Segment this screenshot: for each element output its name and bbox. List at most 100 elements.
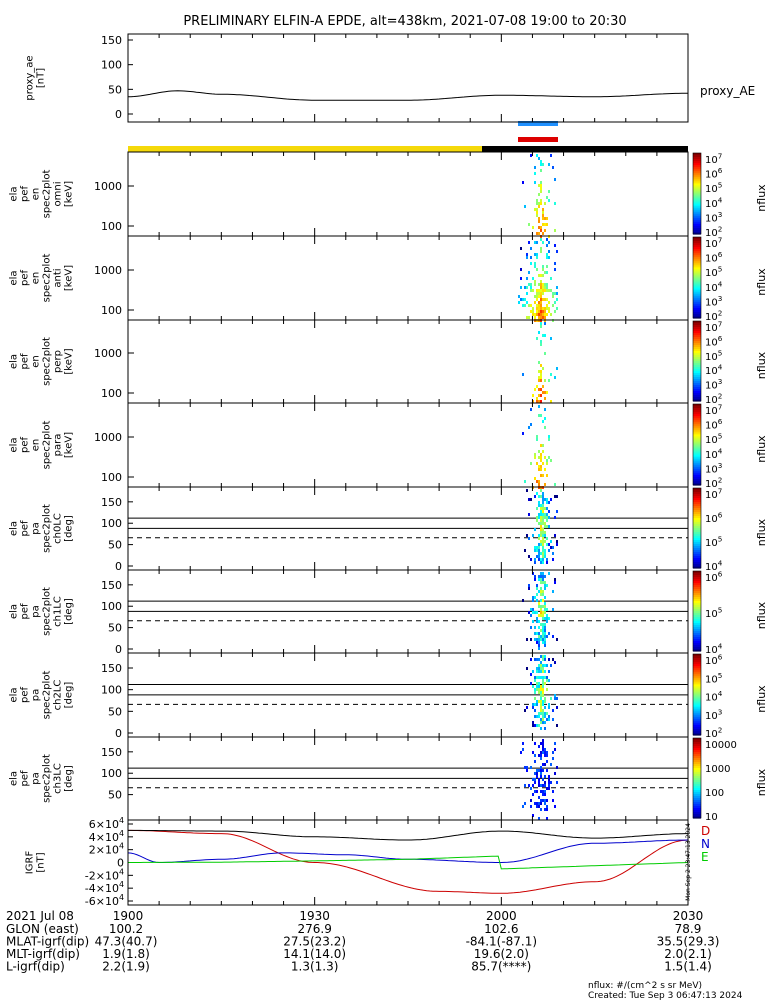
heatmap-cell (546, 760, 548, 763)
heatmap-cell (542, 450, 544, 453)
colorbar-step (693, 514, 701, 517)
heatmap-cell (538, 805, 540, 808)
heatmap-cell (542, 163, 544, 166)
colorbar-step (693, 253, 701, 256)
colorbar-frame (692, 487, 702, 569)
colorbar-step (693, 251, 701, 254)
heatmap-cell (538, 676, 540, 679)
ytick-label: 150 (101, 34, 122, 47)
colorbar-step (693, 788, 701, 791)
heatmap-cell (530, 766, 532, 769)
heatmap-cell (536, 700, 538, 703)
heatmap-cell (550, 697, 552, 700)
heatmap-cell (542, 516, 544, 519)
colorbar-step (693, 768, 701, 771)
heatmap-cell (548, 435, 550, 438)
colorbar-step (693, 714, 701, 718)
heatmap-cell (556, 286, 558, 289)
colorbar-step (693, 617, 701, 620)
heatmap-cell (554, 376, 556, 379)
colorbar-step (693, 287, 701, 291)
heatmap-cell (538, 552, 540, 555)
colorbar-label: nflux (755, 685, 768, 713)
heatmap-cell (540, 766, 542, 769)
heatmap-cell (536, 492, 538, 495)
heatmap-cell (538, 232, 540, 235)
heatmap-cell (544, 217, 546, 220)
heatmap-cell (540, 504, 542, 507)
heatmap-cell (524, 549, 526, 552)
colorbar-frame (692, 403, 702, 486)
heatmap-cell (538, 313, 540, 316)
heatmap-cell (542, 581, 544, 584)
heatmap-cell (550, 763, 552, 766)
heatmap-cell (534, 283, 536, 286)
heatmap-cell (544, 468, 546, 471)
heatmap-cell (542, 519, 544, 522)
heatmap-cell (546, 298, 548, 301)
heatmap-cell (546, 513, 548, 516)
heatmap-cell (540, 394, 542, 397)
heatmap-cell (538, 781, 540, 784)
heatmap-cell (536, 775, 538, 778)
heatmap-cell (536, 724, 538, 727)
colorbar-step (693, 756, 701, 759)
heatmap-cell (532, 534, 534, 537)
heatmap-cell (544, 507, 546, 510)
heatmap-cell (532, 721, 534, 724)
igrf-line-d (128, 829, 689, 894)
panel-ylabel: anti (53, 268, 64, 287)
heatmap-cell (538, 504, 540, 507)
heatmap-cell (542, 507, 544, 510)
heatmap-cell (536, 584, 538, 587)
ytick-label: 100 (101, 220, 122, 233)
heatmap-cell (536, 256, 538, 259)
heatmap-cell (540, 283, 542, 286)
heatmap-cell (530, 283, 532, 286)
colorbar-step (693, 367, 701, 370)
colorbar-step (693, 698, 701, 702)
colorbar-step (693, 185, 701, 189)
heatmap-cell (542, 546, 544, 549)
heatmap-cell (542, 799, 544, 802)
colorbar-step (693, 279, 701, 283)
heatmap-cell (528, 587, 530, 590)
colorbar-step (693, 237, 701, 240)
heatmap-cell (546, 501, 548, 504)
panel-ylabel: [keV] (64, 181, 75, 207)
heatmap-cell (556, 781, 558, 784)
heatmap-cell (540, 664, 542, 667)
heatmap-cell (538, 685, 540, 688)
heatmap-cell (536, 703, 538, 706)
colorbar-step (693, 607, 701, 610)
ephemeris-value: 47.3(40.7) (95, 935, 158, 949)
heatmap-cell (554, 202, 556, 205)
colorbar-step (693, 690, 701, 694)
heatmap-cell (536, 685, 538, 688)
heatmap-cell (528, 223, 530, 226)
xtick-label: 1930 (299, 909, 330, 923)
ytick-label: 100 (101, 387, 122, 400)
colorbar-step (693, 645, 701, 648)
panel-ylabel: pef (20, 770, 31, 787)
colorbar-label: nflux (755, 184, 768, 212)
colorbar-step (693, 480, 701, 484)
colorbar-step (693, 165, 701, 168)
colorbar-label: nflux (755, 518, 768, 546)
heatmap-cell (524, 766, 526, 769)
heatmap-cell (536, 620, 538, 623)
colorbar-step (693, 654, 701, 657)
ephemeris-value: 100.2 (109, 922, 143, 936)
colorbar-step (693, 205, 701, 209)
heatmap-cell (534, 265, 536, 268)
colorbar-step (693, 171, 701, 174)
colorbar-step (693, 496, 701, 499)
heatmap-cell (532, 611, 534, 614)
colorbar-step (693, 536, 701, 539)
colorbar-step (693, 720, 701, 724)
colorbar-step (693, 345, 701, 348)
colorbar-step (693, 635, 701, 638)
colorbar-step (693, 562, 701, 565)
colorbar-step (693, 221, 701, 225)
